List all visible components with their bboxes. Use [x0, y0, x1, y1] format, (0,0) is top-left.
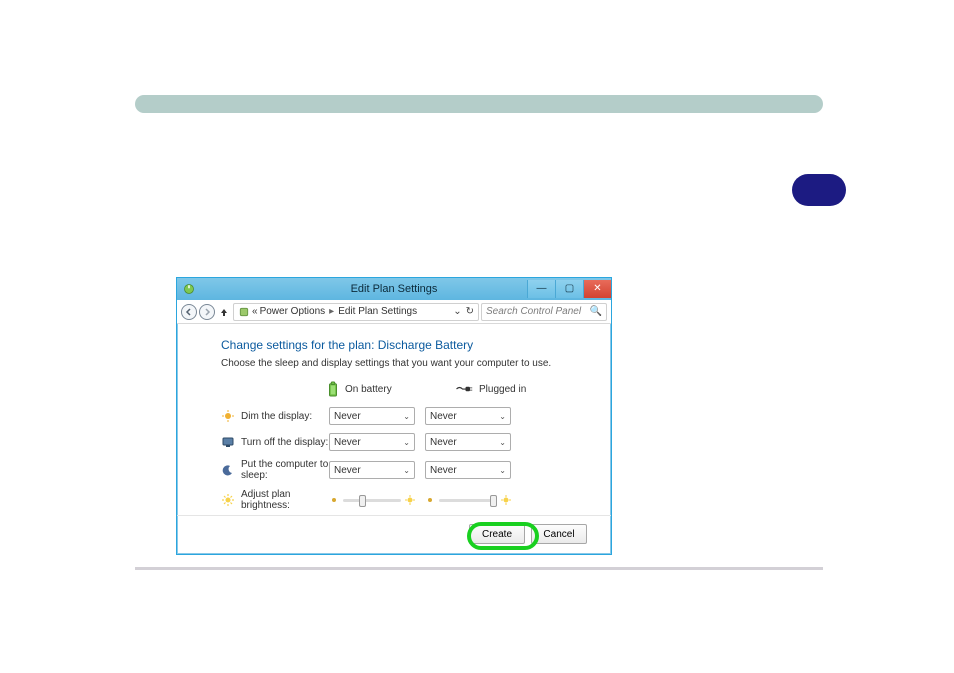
- create-button[interactable]: Create: [469, 524, 525, 544]
- create-button-label: Create: [482, 529, 512, 540]
- dim-icon: [221, 409, 235, 423]
- turnoff-plugged-value: Never: [430, 437, 457, 448]
- chevron-down-icon: ⌄: [403, 412, 410, 421]
- cancel-button[interactable]: Cancel: [531, 524, 587, 544]
- plug-icon: [455, 384, 473, 394]
- row-dim-display: Dim the display: Never ⌄ Never ⌄: [221, 407, 577, 425]
- chevron-down-icon: ⌄: [499, 412, 506, 421]
- breadcrumb-leading: «: [252, 306, 258, 317]
- brightness-plugged-slider[interactable]: [425, 495, 511, 505]
- chevron-down-icon: ⌄: [499, 466, 506, 475]
- dim-battery-value: Never: [334, 411, 361, 422]
- refresh-icon[interactable]: ↻: [466, 306, 474, 317]
- page-decor-bar: [135, 95, 823, 113]
- footer-divider: [177, 515, 611, 516]
- page-decor-pill: [792, 174, 846, 206]
- breadcrumb-seg1: Power Options: [260, 306, 326, 317]
- close-button[interactable]: ✕: [583, 280, 611, 298]
- titlebar: Edit Plan Settings — ▢ ✕: [177, 278, 611, 300]
- plan-heading: Change settings for the plan: Discharge …: [221, 338, 577, 352]
- row-turn-off-display: Turn off the display: Never ⌄ Never ⌄: [221, 433, 577, 451]
- col-battery-label: On battery: [345, 384, 392, 395]
- brightness-label: Adjust plan brightness:: [241, 489, 329, 511]
- chevron-down-icon: ⌄: [499, 438, 506, 447]
- power-plan-icon: [183, 283, 195, 295]
- turnoff-plugged-select[interactable]: Never ⌄: [425, 433, 511, 451]
- turnoff-label: Turn off the display:: [241, 437, 329, 448]
- chevron-down-icon: ⌄: [403, 466, 410, 475]
- brightness-low-icon: [425, 495, 435, 505]
- sleep-battery-select[interactable]: Never ⌄: [329, 461, 415, 479]
- brightness-icon: [221, 493, 235, 507]
- dim-label: Dim the display:: [241, 411, 329, 422]
- page-bottom-line: [135, 567, 823, 570]
- turnoff-battery-select[interactable]: Never ⌄: [329, 433, 415, 451]
- search-input[interactable]: Search Control Panel 🔍: [481, 303, 607, 321]
- forward-button[interactable]: [199, 304, 215, 320]
- chevron-down-icon: ⌄: [403, 438, 410, 447]
- display-off-icon: [221, 435, 235, 449]
- edit-plan-settings-window: Edit Plan Settings — ▢ ✕ « Power Options…: [176, 277, 612, 555]
- search-icon: 🔍: [590, 306, 602, 317]
- dim-plugged-select[interactable]: Never ⌄: [425, 407, 511, 425]
- power-options-icon: [238, 306, 250, 318]
- sleep-plugged-select[interactable]: Never ⌄: [425, 461, 511, 479]
- search-placeholder: Search Control Panel: [486, 306, 581, 317]
- brightness-low-icon: [329, 495, 339, 505]
- up-button[interactable]: [217, 305, 231, 319]
- breadcrumb-seg2: Edit Plan Settings: [338, 306, 417, 317]
- cancel-button-label: Cancel: [543, 529, 574, 540]
- row-sleep: Put the computer to sleep: Never ⌄ Never ⌄: [221, 459, 577, 481]
- sleep-label: Put the computer to sleep:: [241, 459, 329, 481]
- col-plugged-in: Plugged in: [455, 384, 545, 395]
- back-button[interactable]: [181, 304, 197, 320]
- address-bar: « Power Options ▸ Edit Plan Settings ⌄ ↻…: [177, 300, 611, 324]
- sleep-battery-value: Never: [334, 465, 361, 476]
- battery-icon: [327, 381, 339, 397]
- col-plugged-label: Plugged in: [479, 384, 526, 395]
- maximize-button[interactable]: ▢: [555, 280, 583, 298]
- minimize-button[interactable]: —: [527, 280, 555, 298]
- sleep-plugged-value: Never: [430, 465, 457, 476]
- chevron-down-icon[interactable]: ⌄: [453, 306, 461, 317]
- footer-buttons: Create Cancel: [469, 524, 587, 544]
- window-title: Edit Plan Settings: [351, 283, 438, 295]
- breadcrumb[interactable]: « Power Options ▸ Edit Plan Settings ⌄ ↻: [233, 303, 479, 321]
- brightness-high-icon: [501, 495, 511, 505]
- dim-battery-select[interactable]: Never ⌄: [329, 407, 415, 425]
- brightness-high-icon: [405, 495, 415, 505]
- brightness-battery-slider[interactable]: [329, 495, 415, 505]
- chevron-right-icon: ▸: [327, 306, 336, 317]
- row-brightness: Adjust plan brightness:: [221, 489, 577, 511]
- content-area: Change settings for the plan: Discharge …: [177, 324, 611, 529]
- col-on-battery: On battery: [327, 381, 417, 397]
- window-controls: — ▢ ✕: [527, 280, 611, 298]
- turnoff-battery-value: Never: [334, 437, 361, 448]
- column-headers: On battery Plugged in: [221, 381, 577, 397]
- dim-plugged-value: Never: [430, 411, 457, 422]
- sleep-icon: [221, 463, 235, 477]
- plan-subdesc: Choose the sleep and display settings th…: [221, 358, 577, 369]
